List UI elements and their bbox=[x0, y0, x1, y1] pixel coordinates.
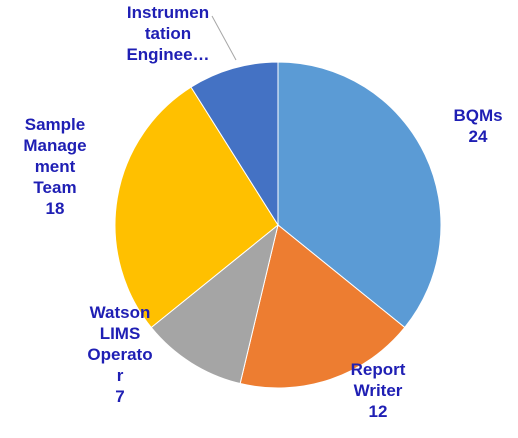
value-label: 12 bbox=[369, 402, 388, 421]
pie-slice bbox=[277, 61, 442, 329]
leader-line bbox=[211, 15, 237, 61]
category-label: Watson LIMS Operato r bbox=[87, 303, 152, 385]
value-label: 18 bbox=[46, 199, 65, 218]
pie-slice bbox=[150, 223, 279, 385]
value-label: 24 bbox=[469, 127, 488, 146]
value-label: 7 bbox=[115, 387, 124, 406]
category-label: Sample Manage ment Team bbox=[23, 115, 86, 197]
pie-slice bbox=[114, 86, 279, 329]
pie-slice bbox=[239, 224, 406, 389]
category-label: Report Writer bbox=[351, 360, 406, 400]
category-label: Instrumen tation Enginee… bbox=[126, 3, 209, 64]
category-label: BQMs bbox=[453, 106, 502, 125]
pie-slice bbox=[190, 61, 279, 227]
